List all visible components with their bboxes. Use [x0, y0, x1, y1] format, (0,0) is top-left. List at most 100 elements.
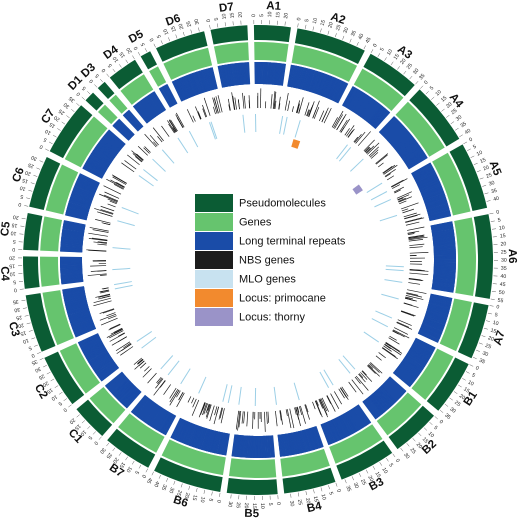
ltr-mark [107, 130, 125, 146]
mlo-gene-mark [375, 310, 393, 319]
nbs-gene-mark [218, 407, 223, 420]
tick-mark [431, 96, 435, 100]
tick-label: 30 [448, 406, 456, 414]
ltr-mark [418, 178, 439, 189]
tick-mark [145, 468, 148, 473]
ltr-mark [427, 306, 449, 314]
tick-label: 10 [427, 431, 435, 439]
nbs-gene-mark [308, 104, 314, 117]
ltr-mark [420, 182, 441, 193]
nbs-gene-mark [333, 391, 343, 405]
ltr-mark [119, 385, 136, 403]
nbs-gene-mark [227, 98, 231, 111]
ltr-mark [73, 187, 95, 197]
ltr-mark [95, 359, 114, 374]
tick-mark [489, 212, 494, 215]
ltr-mark [201, 70, 209, 92]
ltr-mark [308, 428, 316, 450]
nbs-gene-mark [409, 252, 429, 254]
ltr-mark [193, 426, 202, 448]
ltr-mark [360, 98, 374, 118]
ltr-mark [62, 287, 85, 293]
ltr-mark [354, 94, 368, 114]
ltr-mark [380, 118, 397, 135]
tick-mark [203, 489, 206, 494]
ltr-mark [60, 275, 83, 279]
nbs-gene-mark [94, 208, 114, 215]
mlo-gene-mark [366, 182, 383, 193]
pseudomolecule-b4 [282, 467, 336, 494]
ltr-mark [239, 435, 243, 458]
ltr-mark [63, 294, 86, 300]
tick-mark [81, 420, 86, 424]
ltr-mark [120, 386, 137, 404]
tick-mark [327, 30, 330, 35]
tick-mark [490, 298, 495, 300]
ltr-mark [433, 268, 456, 271]
ltr-mark [264, 62, 267, 85]
nbs-gene-mark [389, 335, 397, 341]
tick-label: 20 [12, 213, 19, 220]
ltr-mark [406, 154, 426, 167]
ltr-mark [324, 422, 335, 444]
gene-track-d7 [213, 42, 249, 65]
nbs-gene-mark [297, 406, 300, 413]
nbs-gene-mark [348, 381, 357, 393]
ltr-ring [59, 61, 457, 459]
tick-label: 15 [22, 177, 30, 185]
tick-label: 25 [409, 447, 417, 455]
nbs-gene-mark [375, 154, 388, 165]
ltr-mark [221, 433, 227, 455]
tick-mark [358, 473, 362, 477]
ltr-mark [70, 316, 92, 325]
tick-label: 20 [458, 393, 466, 401]
ltr-mark [423, 320, 445, 329]
ltr-mark [379, 117, 396, 134]
pseudomolecule-b5 [226, 478, 278, 495]
tick-label: 15 [9, 263, 15, 269]
ltr-mark [426, 309, 448, 317]
ltr-mark [60, 243, 83, 247]
tick-label: 0 [468, 137, 474, 144]
ltr-mark [423, 192, 445, 201]
nbs-gene-mark [272, 91, 276, 109]
ltr-mark [130, 394, 146, 413]
ltr-mark [219, 65, 226, 88]
nbs-gene-mark [97, 241, 108, 244]
ltr-mark [433, 264, 456, 266]
ltr-mark [65, 300, 87, 307]
ltr-mark [231, 434, 236, 457]
mlo-gene-mark [121, 207, 139, 215]
gene-track-d1 [97, 104, 118, 125]
ltr-mark [200, 428, 208, 450]
pseudomolecule-a1 [253, 25, 291, 43]
ltr-mark [91, 355, 111, 369]
ltr-mark [385, 122, 402, 139]
ltr-mark [393, 371, 411, 387]
ltr-mark [431, 288, 454, 293]
ltr-mark [433, 276, 456, 280]
chromosome-label-a2: A2 [329, 11, 347, 27]
ltr-mark [368, 106, 384, 124]
gene-track-d3 [109, 94, 128, 114]
ltr-mark [289, 433, 295, 455]
mlo-gene-mark [385, 268, 404, 272]
chromosome-label-b5: B5 [244, 508, 260, 519]
ltr-mark [118, 118, 135, 136]
nbs-gene-mark [295, 407, 300, 420]
nbs-gene-mark [178, 392, 184, 401]
nbs-gene-mark [375, 153, 389, 164]
nbs-gene-mark [364, 147, 370, 153]
nbs-gene-mark [175, 112, 185, 128]
tick-label: 15 [11, 221, 18, 228]
chromosome-label-c3: C3 [6, 321, 22, 338]
ltr-mark [60, 249, 83, 252]
ltr-mark [185, 423, 195, 445]
ltr-mark [244, 62, 247, 85]
nbs-gene-mark [213, 97, 219, 114]
ltr-mark [426, 310, 448, 319]
tick-label: 0 [92, 440, 98, 446]
legend-swatch [195, 213, 233, 231]
tick-label: 15 [320, 19, 327, 26]
ltr-mark [104, 134, 123, 149]
